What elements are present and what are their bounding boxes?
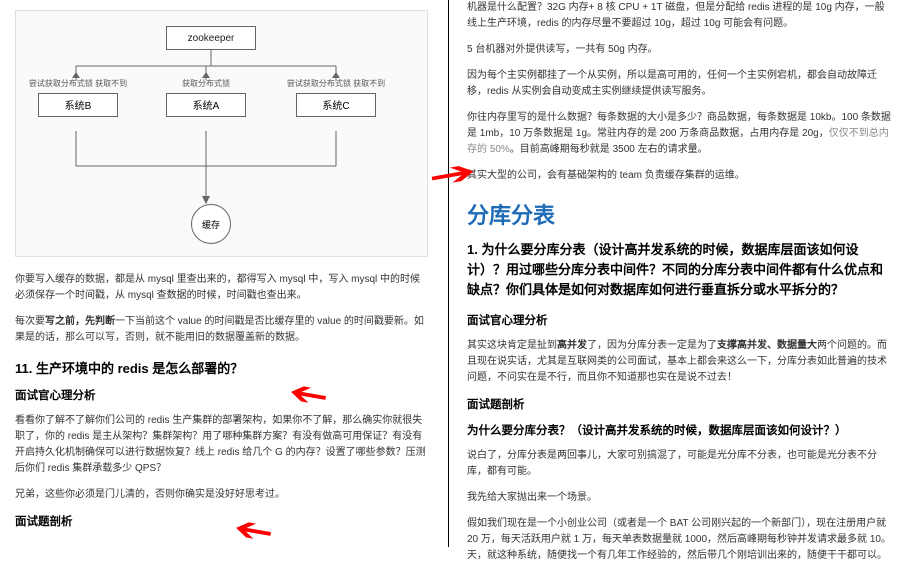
paragraph-write-check: 每次要写之前，先判断一下当前这个 value 的时间戳是否比缓存里的 value… [15,314,428,346]
left-column: zookeeper 尝试获取分布式锁 获取不到 系统B 获取分布式锁 系统A 尝… [0,0,448,547]
heading-q11: 11. 生产环境中的 redis 是怎么部署的？ [15,358,428,377]
label-a: 获取分布式锁 [156,80,256,89]
paragraph-ha: 因为每个主实例都挂了一个从实例，所以是高可用的，任何一个主实例宕机，都会自动故障… [467,68,891,100]
paragraph-large-company: 其实大型的公司，会有基础架构的 team 负责缓存集群的运维。 [467,168,891,184]
cache-box: 缓存 [191,204,231,244]
label-b: 尝试获取分布式锁 获取不到 [28,80,128,89]
system-b-group: 尝试获取分布式锁 获取不到 系统B [28,80,128,117]
subheading-analysis-r: 面试官心理分析 [467,312,891,328]
system-a-box: 系统A [166,93,246,117]
paragraph-two-things: 说白了，分库分表是两回事儿，大家可别搞混了，可能是光分库不分表，也可能是光分表不… [467,448,891,480]
paragraph-high-concurrency: 其实这块肯定是扯到高并发了，因为分库分表一定是为了支撑高并发、数据量大两个问题的… [467,338,891,386]
architecture-diagram: zookeeper 尝试获取分布式锁 获取不到 系统B 获取分布式锁 系统A 尝… [36,26,396,241]
system-c-group: 尝试获取分布式锁 获取不到 系统C [286,80,386,117]
paragraph-5machines: 5 台机器对外提供读写，一共有 50g 内存。 [467,42,891,58]
paragraph-memory-data: 你往内存里写的是什么数据？每条数据的大小是多少？商品数据，每条数据是 10kb。… [467,110,891,158]
system-b-box: 系统B [38,93,118,117]
paragraph-startup: 假如我们现在是一个小创业公司（或者是一个 BAT 公司刚兴起的一个新部门），现在… [467,516,891,564]
paragraph-brother: 兄弟，这些你必须是门儿清的，否则你确实是没好好思考过。 [15,487,428,503]
main-title-sharding: 分库分表 [467,198,891,230]
subheading-dissect-r: 面试题剖析 [467,396,891,412]
paragraph-machine-config: 机器是什么配置？32G 内存+ 8 核 CPU + 1T 磁盘，但是分配给 re… [467,0,891,32]
question-1-sharding: 1. 为什么要分库分表（设计高并发系统的时候，数据库层面该如何设计）？用过哪些分… [467,240,891,300]
label-c: 尝试获取分布式锁 获取不到 [286,80,386,89]
right-column: ➔ 机器是什么配置？32G 内存+ 8 核 CPU + 1T 磁盘，但是分配给 … [449,0,909,547]
subheading-dissect: 面试题剖析 [15,513,428,529]
paragraph-mysql: 你要写入缓存的数据，都是从 mysql 里查出来的，都得写入 mysql 中，写… [15,272,428,304]
paragraph-deploy-questions: 看看你了解不了解你们公司的 redis 生产集群的部署架构，如果你不了解，那么确… [15,413,428,477]
paragraph-scenario-intro: 我先给大家抛出来一个场景。 [467,490,891,506]
subheading-why-shard: 为什么要分库分表？（设计高并发系统的时候，数据库层面该如何设计？） [467,422,891,438]
subheading-analysis: 面试官心理分析 [15,387,428,403]
diagram-container: zookeeper 尝试获取分布式锁 获取不到 系统B 获取分布式锁 系统A 尝… [15,10,428,257]
system-c-box: 系统C [296,93,376,117]
system-a-group: 获取分布式锁 系统A [156,80,256,117]
zookeeper-box: zookeeper [166,26,256,50]
